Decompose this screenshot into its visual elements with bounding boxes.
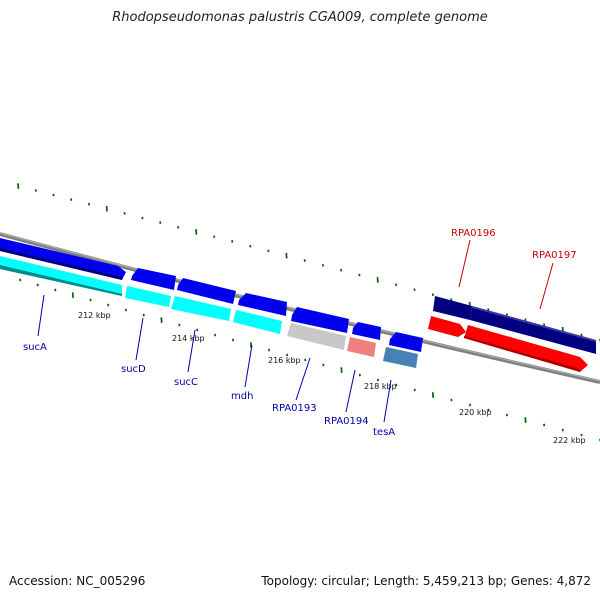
inner-tick-ring xyxy=(19,278,600,442)
gene-sucA-forward[interactable] xyxy=(0,238,126,280)
gene-RPA0197-cds-shade xyxy=(464,336,580,372)
gene-sucA-forward-shade xyxy=(0,248,122,280)
gene-label-tesA[interactable]: tesA xyxy=(373,427,395,438)
gene-RPA0194-cds[interactable] xyxy=(347,337,376,357)
gene-tesA-forward[interactable] xyxy=(389,332,423,352)
gene-label-RPA0196[interactable]: RPA0196 xyxy=(451,228,496,239)
genome-summary-text: Topology: circular; Length: 5,459,213 bp… xyxy=(261,574,591,588)
red-leader-lines xyxy=(458,239,554,310)
gene-sucD-forward[interactable] xyxy=(131,268,176,290)
accession-text: Accession: NC_005296 xyxy=(9,574,146,588)
gene-mdh-forward[interactable] xyxy=(238,293,287,316)
tick-label-222: 222 kbp xyxy=(553,436,586,445)
gene-sucA-cds[interactable] xyxy=(0,256,122,296)
gene-RPA0197-highlight xyxy=(472,306,596,342)
blue-leader-lines xyxy=(37,294,392,423)
gene-sucD-cds[interactable] xyxy=(125,286,171,307)
outer-tick-ring xyxy=(17,183,600,342)
tick-label-216: 216 kbp xyxy=(268,356,301,365)
gene-label-sucC[interactable]: sucC xyxy=(174,377,198,388)
gene-label-RPA0193[interactable]: RPA0193 xyxy=(272,403,317,414)
gene-RPA0194-forward[interactable] xyxy=(352,322,381,340)
tick-label-214: 214 kbp xyxy=(172,334,205,343)
gene-sucA-cds-shade xyxy=(0,265,122,296)
map-title: Rhodopseudomonas palustris CGA009, compl… xyxy=(112,10,488,25)
gene-RPA0196[interactable] xyxy=(433,296,472,320)
gene-label-RPA0197[interactable]: RPA0197 xyxy=(532,250,577,261)
gene-label-sucA[interactable]: sucA xyxy=(23,342,47,353)
gene-mdh-cds[interactable] xyxy=(233,310,282,334)
gene-sucC-cds[interactable] xyxy=(171,296,231,321)
tick-label-212: 212 kbp xyxy=(78,311,111,320)
tick-label-220: 220 kbp xyxy=(459,408,492,417)
gene-label-sucD[interactable]: sucD xyxy=(121,364,146,375)
gene-RPA0196-cds[interactable] xyxy=(428,316,466,337)
gene-RPA0193-cds[interactable] xyxy=(287,323,346,350)
gene-RPA0197[interactable] xyxy=(470,306,596,354)
gene-tesA-cds[interactable] xyxy=(383,347,418,368)
gene-label-RPA0194[interactable]: RPA0194 xyxy=(324,416,369,427)
gene-RPA0197-cds[interactable] xyxy=(464,325,588,372)
gene-sucC-forward[interactable] xyxy=(177,278,236,304)
gene-RPA0193-forward[interactable] xyxy=(291,307,349,333)
gene-label-mdh[interactable]: mdh xyxy=(231,391,253,402)
tick-label-218: 218 kbp xyxy=(364,382,397,391)
